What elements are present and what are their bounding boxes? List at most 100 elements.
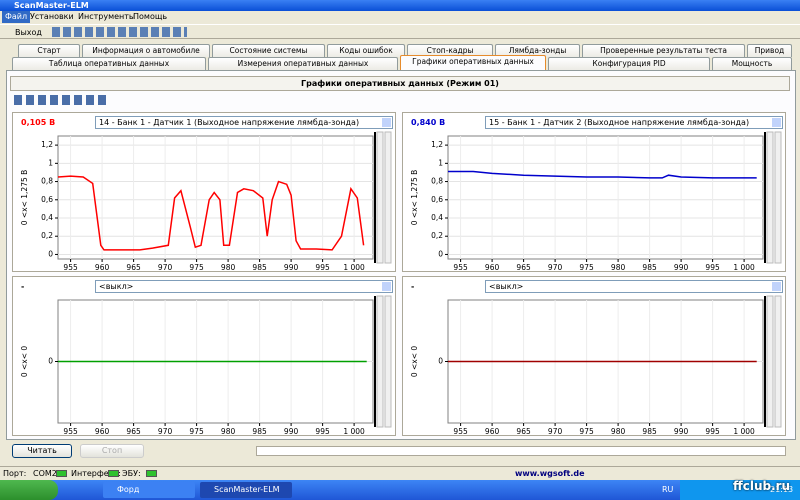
y-axis-label: 0 <x< 0 [20, 346, 29, 378]
x-tick-label: 965 [126, 263, 141, 271]
tab[interactable]: Стоп-кадры [407, 44, 493, 57]
y-tick-label: 1,2 [41, 140, 53, 149]
tab[interactable]: Конфигурация PID [548, 57, 710, 70]
chart-panel: - <выкл> 0 955 960 965 970 975 980 985 990 995 1 000… [402, 276, 786, 436]
menu-item[interactable]: Установки [30, 12, 74, 21]
x-tick-label: 1 000 [343, 263, 365, 271]
dropdown-arrow [772, 118, 781, 127]
y-tick-label: 0 [438, 249, 443, 258]
led [108, 470, 119, 477]
selector-text: <выкл> [489, 282, 524, 291]
plot-area [447, 135, 764, 260]
status-port: Порт: [3, 469, 27, 478]
chart: 0 955 960 965 970 975 980 985 990 995 1 000 0 <x< 0 [20, 295, 392, 435]
dropdown-arrow [772, 282, 781, 291]
exit-button[interactable]: Выход [15, 28, 42, 37]
x-tick-label: 975 [579, 427, 594, 435]
tab[interactable]: Лямбда-зонды [495, 44, 580, 57]
x-tick-label: 995 [315, 263, 330, 271]
y-tick-label: 0,2 [431, 231, 443, 240]
x-tick-label: 985 [642, 427, 657, 435]
scrollbar [766, 295, 774, 428]
y-tick-label: 1 [438, 158, 443, 167]
scrollbar [384, 131, 392, 264]
y-tick-label: 0,8 [41, 177, 53, 186]
y-tick-label: 0,6 [431, 195, 443, 204]
chart-panel: 0,840 В 15 - Банк 1 - Датчик 2 (Выходное … [402, 112, 786, 272]
tab[interactable]: Привод [747, 44, 792, 57]
read-button[interactable]: Читать [12, 444, 72, 458]
current-value: 0,840 В [411, 118, 446, 127]
x-tick-label: 990 [674, 427, 689, 435]
menu-item[interactable]: Помощь [133, 12, 168, 21]
y-tick-label: 0,4 [431, 213, 443, 222]
tab[interactable]: Измерения оперативных данных [208, 57, 398, 70]
x-tick-label: 990 [284, 263, 299, 271]
stop-button[interactable]: Стоп [80, 444, 144, 458]
x-tick-label: 965 [516, 263, 531, 271]
start-button[interactable] [0, 480, 58, 500]
pid-selector[interactable]: <выкл> [485, 280, 783, 293]
menu-item[interactable]: Файл [2, 11, 31, 23]
pid-selector[interactable]: <выкл> [95, 280, 393, 293]
status-ecu: ЭБУ: [122, 469, 141, 478]
menu-bar: Файл Установки Инструменты Помощь [0, 11, 800, 23]
tab[interactable]: Коды ошибок [327, 44, 405, 57]
pid-selector[interactable]: 14 - Банк 1 - Датчик 1 (Выходное напряже… [95, 116, 393, 129]
data-line [57, 175, 365, 251]
x-tick-label: 995 [705, 263, 720, 271]
progress-bar [256, 446, 786, 456]
y-tick-label: 0 [48, 357, 53, 366]
taskbar: Форд ScanMaster-ELM RU 21:13 ffclub.ru [0, 479, 800, 500]
taskbar-button[interactable]: Форд [103, 482, 195, 498]
y-axis-label: 0 <x< 0 [410, 346, 419, 378]
x-tick-label: 995 [705, 427, 720, 435]
tab[interactable]: Таблица оперативных данных [12, 57, 206, 70]
tab[interactable]: Состояние системы [212, 44, 325, 57]
y-axis-label: 0 <x< 1,275 В [410, 170, 419, 226]
language: RU [662, 485, 674, 494]
y-tick-label: 0,8 [431, 177, 443, 186]
x-tick-label: 960 [485, 427, 500, 435]
x-tick-label: 980 [611, 263, 626, 271]
x-tick-label: 960 [485, 263, 500, 271]
scrollbar [766, 131, 774, 264]
scrollbar [376, 131, 384, 264]
toolbar-icons [52, 27, 187, 37]
tab-active[interactable]: Графики оперативных данных [400, 55, 546, 70]
x-tick-label: 955 [63, 263, 78, 271]
tab[interactable]: Мощность [712, 57, 792, 70]
toolbar: Выход [0, 24, 800, 39]
x-tick-label: 1 000 [733, 263, 755, 271]
panel-title: Графики оперативных данных (Режим 01) [301, 79, 499, 88]
taskbar-button[interactable]: ScanMaster-ELM [200, 482, 292, 498]
status-url[interactable]: www.wgsoft.de [515, 469, 585, 478]
chart: 0 0,2 0,4 0,6 0,8 1 1,2 955 960 965 970 975 980 985 99… [20, 131, 392, 271]
x-tick-label: 970 [158, 263, 173, 271]
x-tick-label: 985 [252, 427, 267, 435]
pid-selector[interactable]: 15 - Банк 1 - Датчик 2 (Выходное напряже… [485, 116, 783, 129]
scrollbar [774, 131, 782, 264]
dropdown-arrow [382, 118, 391, 127]
watermark: ffclub.ru [733, 479, 791, 493]
chart-panel: - <выкл> 0 955 960 965 970 975 980 985 990 995 1 000… [12, 276, 396, 436]
menu-item[interactable]: Инструменты [78, 12, 136, 21]
scrollbar [384, 295, 392, 428]
y-tick-label: 0 [48, 249, 53, 258]
dropdown-arrow [382, 282, 391, 291]
current-value: 0,105 В [21, 118, 56, 127]
tab[interactable]: Старт [18, 44, 80, 57]
x-tick-label: 980 [221, 263, 236, 271]
panel-header: Графики оперативных данных (Режим 01) [10, 76, 790, 91]
tab[interactable]: Информация о автомобиле [82, 44, 210, 57]
x-tick-label: 990 [674, 263, 689, 271]
chart-toolbar-icons [14, 95, 110, 105]
y-tick-label: 1,2 [431, 140, 443, 149]
window-title: ScanMaster-ELM [14, 1, 89, 10]
current-value: - [411, 282, 415, 291]
tab[interactable]: Проверенные результаты теста [582, 44, 745, 57]
x-tick-label: 995 [315, 427, 330, 435]
x-tick-label: 970 [158, 427, 173, 435]
selector-text: 15 - Банк 1 - Датчик 2 (Выходное напряже… [489, 118, 750, 127]
